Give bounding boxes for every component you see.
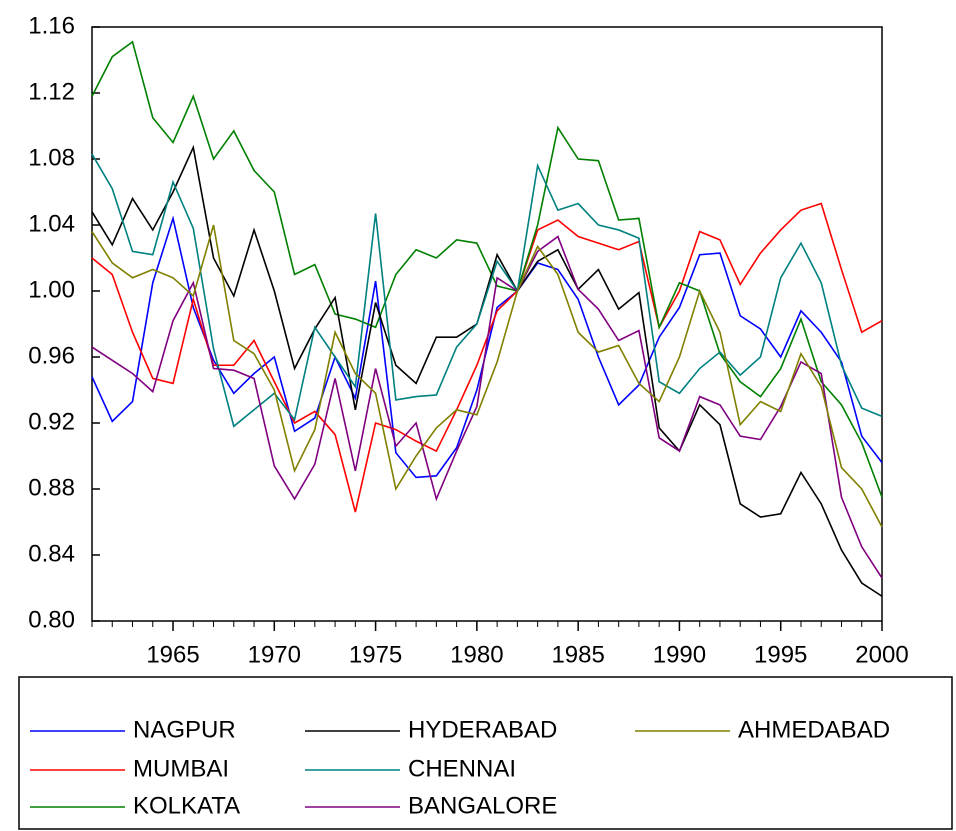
y-tick-label: 1.04: [28, 210, 75, 237]
x-tick-label: 1970: [248, 641, 301, 668]
x-tick-label: 1990: [653, 641, 706, 668]
y-tick-label: 0.84: [28, 540, 75, 567]
series-line: [91, 153, 883, 428]
legend-label: NAGPUR: [133, 716, 236, 743]
y-tick-label: 1.16: [28, 12, 75, 39]
x-tick-label: 2000: [855, 641, 908, 668]
y-tick-label: 0.92: [28, 408, 75, 435]
legend-label: BANGALORE: [408, 792, 557, 819]
x-tick-label: 1975: [349, 641, 402, 668]
series-line: [91, 224, 883, 528]
x-tick-label: 1965: [146, 641, 199, 668]
legend-label: CHENNAI: [408, 755, 516, 782]
y-tick-label: 0.96: [28, 342, 75, 369]
legend-label: MUMBAI: [133, 755, 229, 782]
series-line: [91, 144, 883, 597]
legend-label: KOLKATA: [133, 792, 240, 819]
y-tick-label: 1.12: [28, 78, 75, 105]
plot-frame: [91, 26, 883, 622]
series-line: [91, 235, 883, 579]
y-tick-label: 1.08: [28, 144, 75, 171]
y-tick-label: 1.00: [28, 276, 75, 303]
legend-label: HYDERABAD: [408, 716, 557, 743]
y-tick-label: 0.88: [28, 474, 75, 501]
x-tick-label: 1980: [450, 641, 503, 668]
x-tick-label: 1995: [754, 641, 807, 668]
series-line: [91, 215, 883, 479]
legend-box: [18, 676, 953, 830]
x-tick-label: 1985: [551, 641, 604, 668]
series-line: [91, 40, 883, 498]
legend-label: AHMEDABAD: [738, 716, 890, 743]
y-tick-label: 0.80: [28, 606, 75, 633]
